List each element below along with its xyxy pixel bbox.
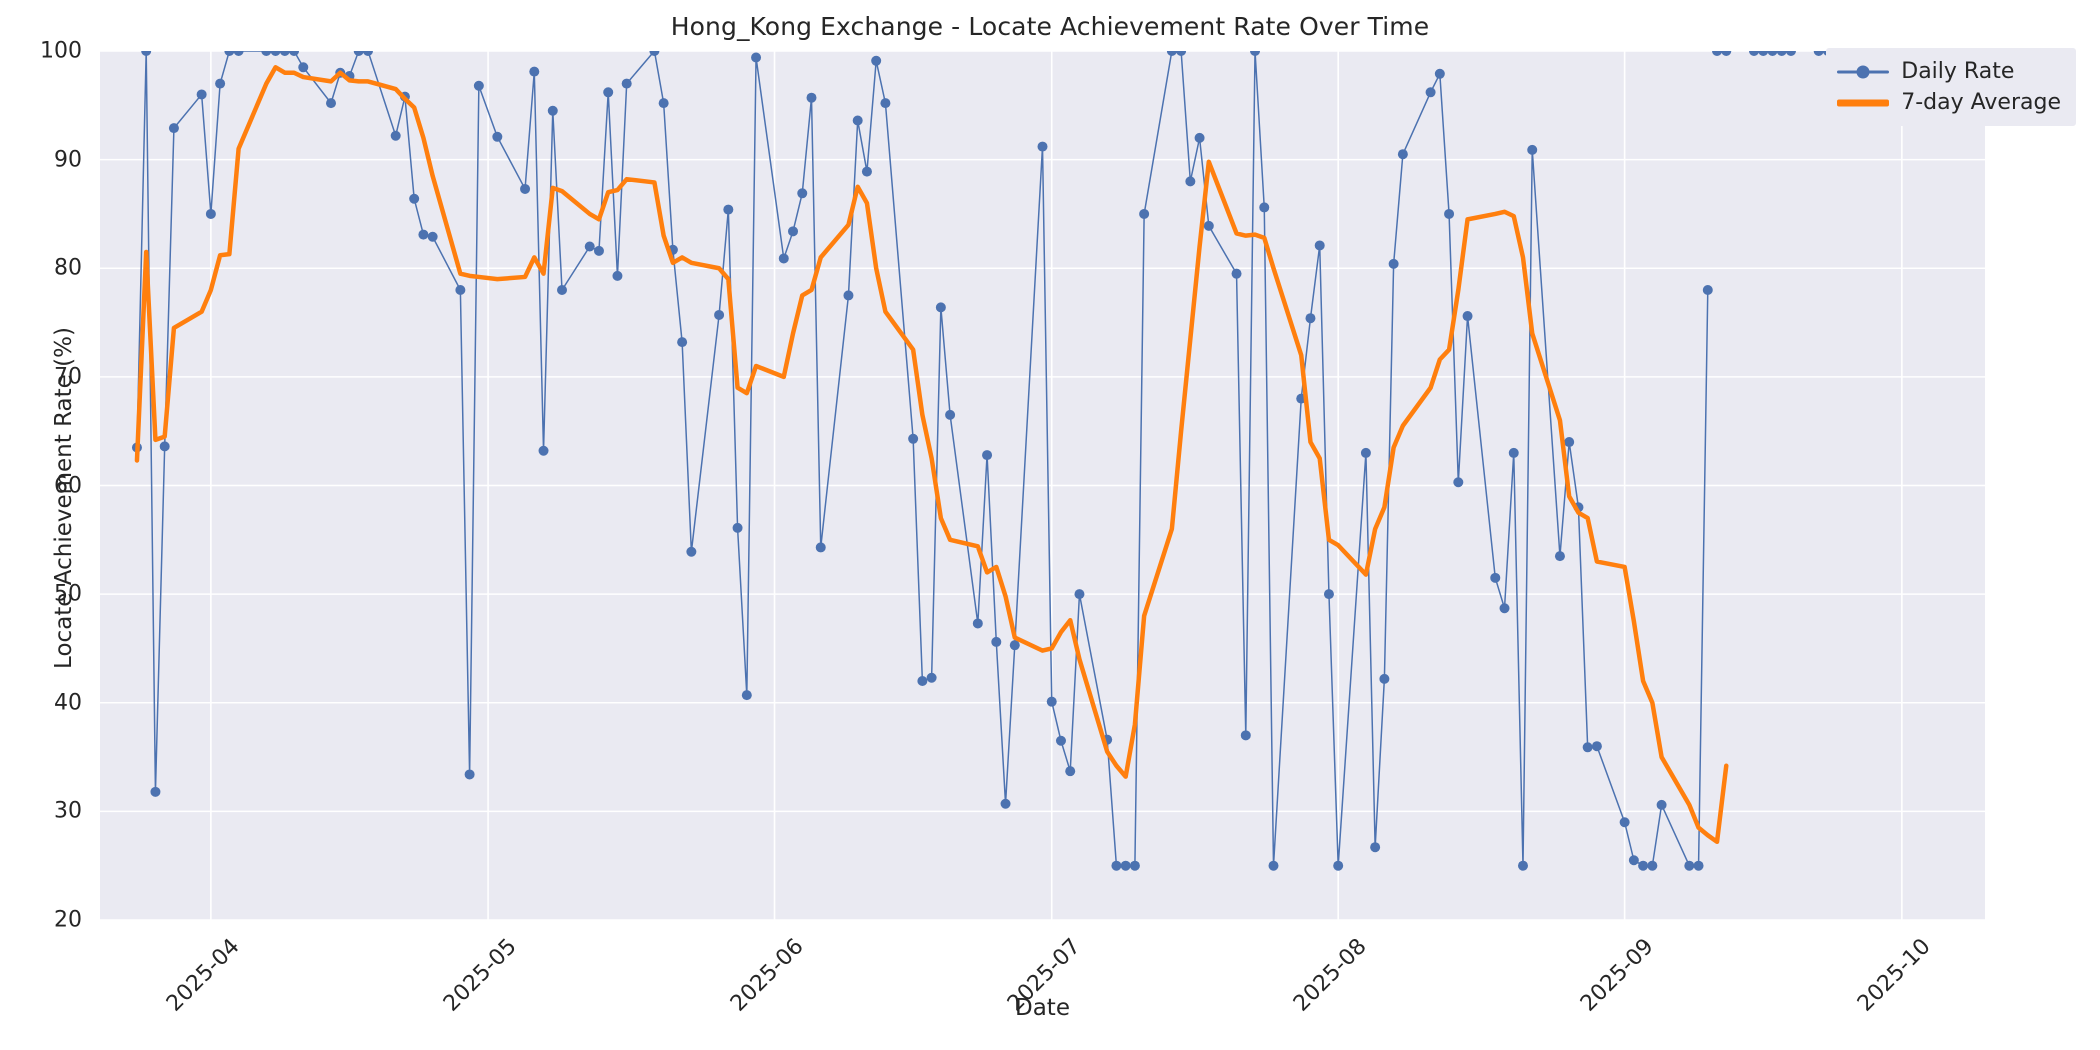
y-tick-label: 80 (54, 255, 82, 281)
plot-area (100, 51, 1985, 920)
legend-label: 7-day Average (1901, 90, 2061, 115)
y-tick-label: 40 (54, 690, 82, 716)
legend-label: Daily Rate (1901, 59, 2015, 84)
series-layer (131, 51, 1972, 871)
x-axis-label: Date (1015, 995, 1070, 1021)
chart-title: Hong_Kong Exchange - Locate Achievement … (670, 12, 1430, 41)
y-tick-label: 70 (54, 364, 82, 390)
y-tick-label: 100 (40, 38, 82, 64)
legend-item-daily-rate[interactable]: Daily Rate (1837, 59, 2061, 84)
y-tick-label: 20 (54, 907, 82, 933)
y-tick-label: 30 (54, 798, 82, 824)
y-axis-label: Locate Achievement Rate (%) (51, 327, 77, 669)
y-tick-label: 60 (54, 473, 82, 498)
y-tick-label: 90 (54, 147, 82, 173)
legend-swatch-line (1837, 93, 1890, 113)
chart-legend[interactable]: Daily Rate 7-day Average (1826, 48, 2076, 126)
legend-swatch-line-marker (1837, 62, 1890, 82)
y-tick-label: 50 (54, 581, 82, 607)
legend-item-7day-average[interactable]: 7-day Average (1837, 90, 2061, 115)
